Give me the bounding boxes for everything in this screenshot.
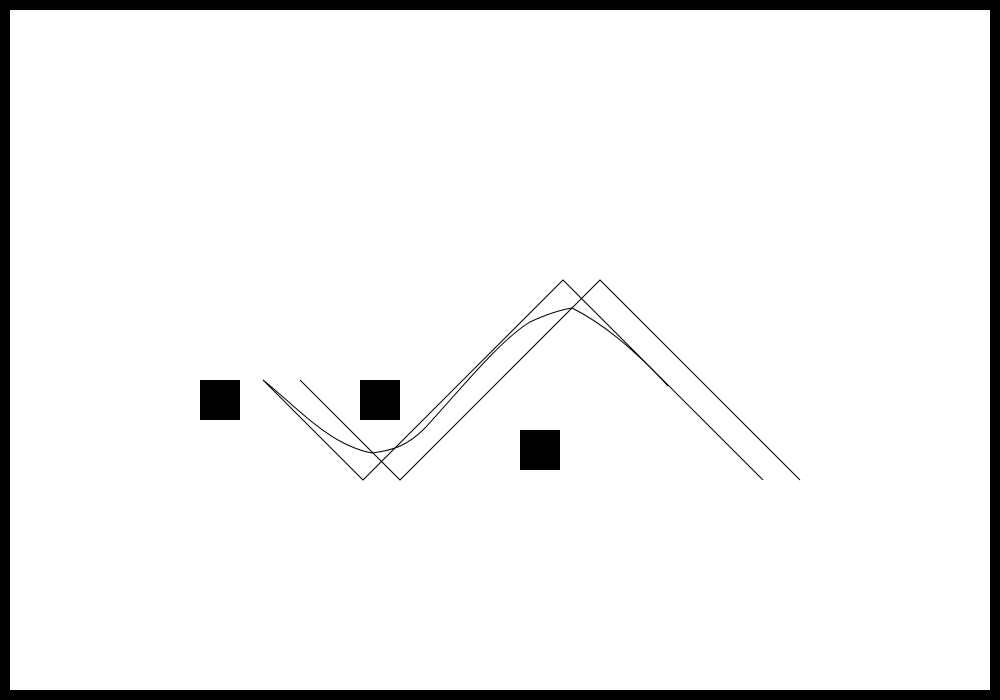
obstacle-block-1 <box>200 380 240 420</box>
obstacle-block-3 <box>520 430 560 470</box>
corridor-wall-right <box>299 279 801 481</box>
obstacle-block-2 <box>360 380 400 420</box>
play-area[interactable] <box>10 10 990 690</box>
trajectory-path <box>262 307 669 454</box>
corridor-wall-left <box>262 279 764 481</box>
